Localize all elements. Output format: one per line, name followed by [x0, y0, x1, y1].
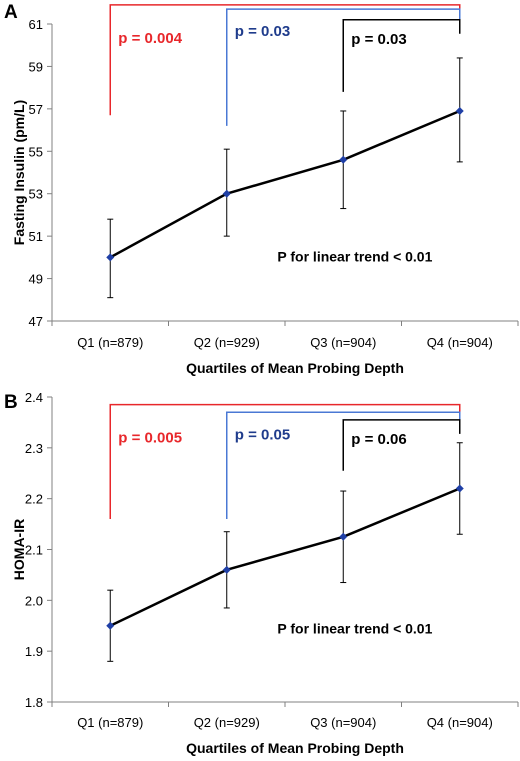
data-point: [222, 189, 231, 198]
y-tick-label: 1.8: [25, 695, 43, 710]
y-tick-label: 61: [29, 17, 43, 32]
x-tick-label: Q3 (n=904): [310, 335, 376, 350]
p-value-label: p = 0.03: [235, 23, 290, 40]
data-point: [455, 484, 464, 493]
data-point: [106, 621, 115, 630]
p-value-label: p = 0.06: [351, 431, 406, 448]
y-tick-label: 2.2: [25, 492, 43, 507]
comparison-bracket: [342, 419, 461, 471]
trend-annotation: P for linear trend < 0.01: [277, 249, 432, 265]
data-point: [339, 155, 348, 164]
data-point: [106, 253, 115, 262]
comparison-bracket: [226, 8, 461, 126]
x-tick-label: Q4 (n=904): [427, 335, 493, 350]
data-point: [222, 565, 231, 574]
y-tick-label: 2.4: [25, 390, 43, 405]
y-axis-title: Fasting Insulin (pm/L): [11, 100, 27, 245]
series-line: [109, 487, 461, 627]
panel-a: A 47 49 51 53 55 57 59 61 Q1 (n=879) Q2 (n=929) Q3 …: [4, 2, 519, 376]
comparison-bracket: [109, 4, 461, 116]
panel-label: B: [4, 392, 18, 413]
y-tick-label: 51: [29, 229, 43, 244]
x-tick-label: Q4 (n=904): [427, 715, 493, 730]
y-tick-label: 53: [29, 187, 43, 202]
data-point: [455, 106, 464, 115]
y-tick-label: 49: [29, 272, 43, 287]
data-point: [339, 532, 348, 541]
y-tick-label: 2.1: [25, 543, 43, 558]
x-tick-label: Q1 (n=879): [77, 335, 143, 350]
y-tick-label: 55: [29, 144, 43, 159]
y-tick-label: 2.0: [25, 593, 43, 608]
y-tick-label: 47: [29, 314, 43, 329]
y-tick-label: 59: [29, 59, 43, 74]
panel-b: B 1.8 1.9 2.0 2.1 2.2 2.3 2.4 Q1 (n=879) Q2 (n=92…: [4, 390, 519, 756]
p-value-label: p = 0.05: [235, 426, 290, 443]
x-tick-label: Q2 (n=929): [194, 715, 260, 730]
p-value-label: p = 0.03: [351, 31, 406, 48]
p-value-label: p = 0.004: [118, 30, 182, 47]
y-tick-label: 1.9: [25, 644, 43, 659]
y-axis-title: HOMA-IR: [11, 519, 27, 580]
series-line: [109, 109, 461, 259]
x-axis-title: Quartiles of Mean Probing Depth: [186, 360, 404, 376]
panel-label: A: [4, 2, 18, 23]
y-tick-label: 2.3: [25, 441, 43, 456]
x-tick-label: Q2 (n=929): [194, 335, 260, 350]
x-tick-label: Q1 (n=879): [77, 715, 143, 730]
x-axis-title: Quartiles of Mean Probing Depth: [186, 740, 404, 756]
comparison-bracket: [109, 403, 461, 519]
p-value-label: p = 0.005: [118, 430, 182, 447]
comparison-bracket: [342, 19, 461, 92]
trend-annotation: P for linear trend < 0.01: [277, 620, 432, 636]
y-tick-label: 57: [29, 102, 43, 117]
x-tick-label: Q3 (n=904): [310, 715, 376, 730]
